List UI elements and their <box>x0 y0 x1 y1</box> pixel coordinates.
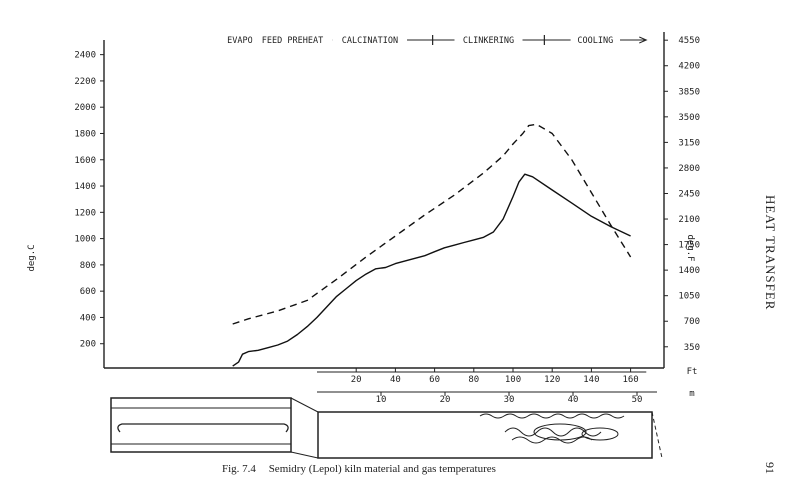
x-tick-label-m: 30 <box>504 395 515 405</box>
gas-temperature-line <box>232 123 632 325</box>
caption-figure-number: Fig. 7.4 <box>222 463 256 475</box>
y-tick-label-right: 2450 <box>678 189 700 199</box>
y-tick-label-left: 600 <box>80 287 96 297</box>
y-tick-label-right: 700 <box>684 317 700 327</box>
y-tick-label-left: 1000 <box>74 235 96 245</box>
zone-label: COOLING <box>577 36 613 46</box>
connector-top <box>290 397 319 413</box>
zone-label: CALCINATION <box>342 36 398 46</box>
y-tick-label-right: 1400 <box>678 266 700 276</box>
x-tick-label-m: 50 <box>632 395 643 405</box>
x-tick-label-ft: 20 <box>351 375 362 385</box>
zone-label-bg <box>454 34 523 46</box>
y-tick-label-left: 1200 <box>74 208 96 218</box>
kiln-diagram <box>110 397 663 459</box>
x-tick-label-m: 40 <box>568 395 579 405</box>
x-tick-label-ft: 80 <box>468 375 479 385</box>
x-tick-label-m: 20 <box>440 395 451 405</box>
zone-label-bg <box>570 34 621 46</box>
y-tick-label-left: 2200 <box>74 77 96 87</box>
clinker-lump <box>581 427 619 441</box>
y-tick-label-right: 2800 <box>678 164 700 174</box>
zone-label-bg <box>332 34 408 46</box>
grate-conveyor <box>117 423 289 433</box>
y-tick-label-right: 4550 <box>678 36 700 46</box>
clinker-lump <box>533 423 587 441</box>
x-tick-label-ft: 160 <box>622 375 638 385</box>
y-tick-label-left: 400 <box>80 313 96 323</box>
y-tick-label-right: 1750 <box>678 241 700 251</box>
y-tick-label-right: 3850 <box>678 87 700 97</box>
running-header: HEAT TRANSFER <box>763 195 778 311</box>
zone-arrowhead <box>639 36 648 44</box>
y-tick-label-left: 1600 <box>74 156 96 166</box>
y-tick-label-left: 200 <box>80 340 96 350</box>
x-axis-unit-m: m <box>689 389 694 399</box>
y-tick-label-left: 1800 <box>74 129 96 139</box>
y-tick-label-left: 1400 <box>74 182 96 192</box>
x-axis-unit-ft: Ft <box>687 367 698 377</box>
x-tick-label-ft: 100 <box>505 375 521 385</box>
rotary-kiln <box>317 411 653 459</box>
zone-label: FEED PREHEAT <box>262 36 323 46</box>
y-tick-label-right: 2100 <box>678 215 700 225</box>
y-tick-label-left: 2000 <box>74 103 96 113</box>
figure-caption: Fig. 7.4 Semidry (Lepol) kiln material a… <box>222 463 496 475</box>
y-tick-label-left: 800 <box>80 261 96 271</box>
y-axis-title-right: deg.F <box>685 234 695 261</box>
x-tick-label-ft: 120 <box>544 375 560 385</box>
y-tick-label-right: 1050 <box>678 292 700 302</box>
y-tick-label-right: 3150 <box>678 138 700 148</box>
zone-label-bg <box>252 34 333 46</box>
y-axis-title-left: deg.C <box>27 244 37 271</box>
y-tick-label-right: 350 <box>684 343 700 353</box>
material-temperature-line <box>232 173 631 367</box>
grate-box <box>110 397 292 453</box>
page-number: 91 <box>763 462 777 474</box>
x-tick-label-ft: 40 <box>390 375 401 385</box>
zone-bar: EVAPORATIONFEED PREHEATCALCINATIONCLINKE… <box>218 34 648 46</box>
zone-label: CLINKERING <box>463 36 514 46</box>
y-tick-label-right: 3500 <box>678 113 700 123</box>
connector-bottom <box>290 451 319 459</box>
x-tick-label-ft: 140 <box>583 375 599 385</box>
caption-text: Semidry (Lepol) kiln material and gas te… <box>268 463 496 475</box>
y-tick-label-left: 2400 <box>74 51 96 61</box>
x-tick-label-ft: 60 <box>429 375 440 385</box>
x-tick-label-m: 10 <box>376 395 387 405</box>
clinker-bed <box>479 413 625 444</box>
y-tick-label-right: 4200 <box>678 62 700 72</box>
kiln-exit-dash <box>651 411 663 459</box>
axes: 200 400 600 800 1000 1200 1400 1600 1800 2000 2200… <box>27 32 700 405</box>
series-group <box>232 123 632 367</box>
